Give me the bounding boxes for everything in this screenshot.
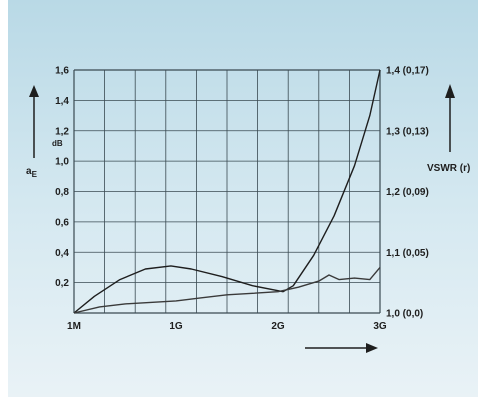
chart-background: 0,2 0,4 0,6 0,8 1,0 1,2 1,4 1,6 1,0 (0,0) 1,1 (0,… (8, 0, 478, 397)
left-tick-label: 1,2 (55, 126, 69, 137)
right-axis-arrow-head (445, 84, 455, 98)
left-tick-label: 0,8 (55, 187, 69, 198)
left-tick-label: 1,6 (55, 66, 69, 77)
right-tick-label: 1,4 (0,17) (386, 66, 429, 77)
right-tick-label: 1,0 (0,0) (386, 309, 423, 320)
left-axis-arrow-head (29, 85, 39, 97)
chart: 0,2 0,4 0,6 0,8 1,0 1,2 1,4 1,6 1,0 (0,0) 1,1 (0,… (26, 66, 470, 353)
grid (73, 69, 381, 314)
left-axis-unit: dB (52, 139, 63, 148)
x-tick-label: 3G (373, 321, 387, 332)
left-tick-label: 0,4 (55, 248, 69, 259)
right-tick-label: 1,1 (0,05) (386, 248, 429, 259)
right-tick-label: 1,3 (0,13) (386, 126, 429, 137)
right-tick-label: 1,2 (0,09) (386, 187, 429, 198)
left-tick-label: 0,2 (55, 278, 69, 289)
series-line-1 (73, 69, 381, 314)
left-tick-label: 1,0 (55, 157, 69, 168)
right-axis-label: VSWR (r) (427, 163, 470, 174)
left-axis-label: aE (26, 166, 38, 179)
series-line-2 (73, 266, 381, 314)
x-tick-label: 2G (271, 321, 285, 332)
tick-labels: 0,2 0,4 0,6 0,8 1,0 1,2 1,4 1,6 1,0 (0,0) 1,1 (0,… (55, 66, 429, 333)
series-layer (73, 69, 381, 314)
left-tick-label: 0,6 (55, 217, 69, 228)
x-direction-arrow-head (366, 343, 378, 353)
x-tick-label: 1G (169, 321, 183, 332)
left-tick-label: 1,4 (55, 96, 69, 107)
x-tick-label: 1M (67, 321, 81, 332)
